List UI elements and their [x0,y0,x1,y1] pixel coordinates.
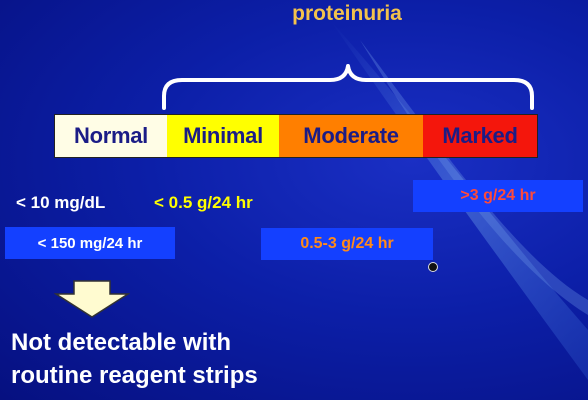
moderate-value: 0.5-3 g/24 hr [300,235,394,252]
scale-marked: Marked [423,115,537,157]
normal-concentration-value: < 10 mg/dL [16,193,106,212]
scale-minimal: Minimal [167,115,279,157]
normal-daily-value: < 150 mg/24 hr [37,234,143,252]
moderate-value-box: 0.5-3 g/24 hr [261,228,433,260]
curly-brace-icon [162,64,534,110]
scale-moderate: Moderate [279,115,423,157]
marked-value-box: >3 g/24 hr [413,180,583,212]
detection-note: Not detectable with routine reagent stri… [11,326,371,392]
normal-daily-value-box: < 150 mg/24 hr [5,227,175,259]
note-line-1: Not detectable with [11,329,232,356]
down-arrow-icon [54,280,130,318]
marked-value: >3 g/24 hr [460,187,536,204]
scale-normal: Normal [55,115,167,157]
minimal-value: < 0.5 g/24 hr [154,193,253,212]
proteinuria-scale: Normal Minimal Moderate Marked [54,114,538,158]
mouse-cursor-icon [428,262,438,272]
slide-title: proteinuria [292,2,402,25]
note-line-2: routine reagent strips [11,362,258,389]
